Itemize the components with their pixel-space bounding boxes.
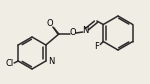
Text: Cl: Cl xyxy=(5,59,13,68)
Text: O: O xyxy=(46,19,53,28)
Text: N: N xyxy=(82,26,88,35)
Text: N: N xyxy=(48,58,54,67)
Text: O: O xyxy=(70,28,76,37)
Text: F: F xyxy=(94,42,99,51)
